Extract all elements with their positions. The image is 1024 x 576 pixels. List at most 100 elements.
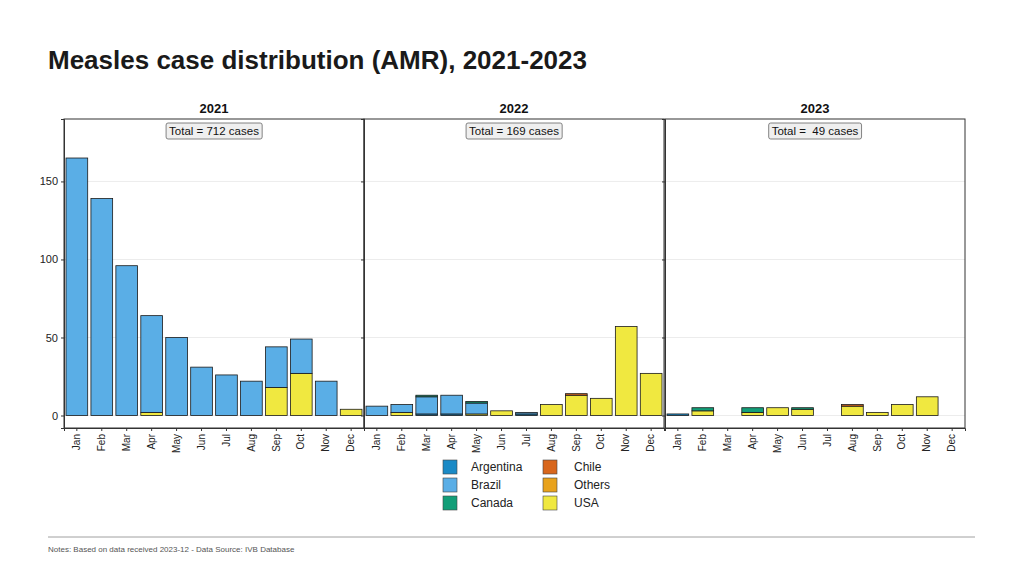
y-tick: 0: [52, 410, 64, 422]
legend-label: Argentina: [471, 460, 523, 474]
chart-title: Measles case distribution (AMR), 2021-20…: [48, 45, 587, 75]
bar-segment: [916, 396, 938, 397]
bar-segment: [891, 405, 913, 416]
y-tick: 100: [40, 253, 64, 265]
x-tick-mark: [251, 428, 252, 431]
legend-item: Canada: [443, 496, 513, 510]
bar-segment: [141, 315, 163, 316]
bar-segment: [792, 407, 814, 408]
x-tick-label: Sep: [571, 434, 582, 452]
bar-segment: [842, 404, 864, 405]
bar-segment: [466, 401, 488, 403]
y-tick: [662, 181, 665, 182]
bar-segment: [615, 327, 637, 416]
bar-segment: [516, 412, 538, 414]
y-tick: [662, 337, 665, 338]
bar-segment: [191, 367, 213, 368]
bar-segment: [91, 198, 113, 199]
y-tick: [361, 337, 364, 338]
bar-segment: [241, 381, 263, 382]
legend: ArgentinaBrazilCanadaChileOthersUSA: [443, 460, 610, 510]
panel-frame: [665, 119, 965, 428]
bar-segment: [767, 407, 789, 408]
legend-label: USA: [574, 496, 599, 510]
bar-segment: [516, 412, 538, 413]
panel-frame: [364, 119, 664, 428]
bar-segment: [241, 381, 263, 415]
y-tick-mark: [361, 181, 364, 182]
x-tick: Nov: [921, 428, 932, 452]
annotation: Total = 49 cases: [769, 123, 862, 139]
bar-segment: [767, 407, 789, 408]
x-tick: Dec: [345, 428, 356, 452]
y-tick-mark: [361, 259, 364, 260]
x-tick: Nov: [620, 428, 631, 452]
legend-label: Canada: [471, 496, 513, 510]
x-axis: JanFebMarAprMayJunJulAugSepOctNovDec: [65, 428, 365, 453]
bar-segment: [491, 410, 513, 411]
bar-segment: [667, 414, 689, 416]
bar-segment: [916, 396, 938, 397]
bar-segment: [91, 198, 113, 199]
legend-item: Brazil: [443, 478, 501, 492]
legend-item: Argentina: [443, 460, 523, 474]
bar-segment: [717, 415, 739, 416]
x-axis-line: [65, 429, 365, 432]
y-tick-label: 50: [46, 332, 58, 344]
x-tick: Sep: [872, 428, 883, 452]
x-tick-mark: [777, 428, 778, 431]
bar-segment: [166, 337, 188, 415]
bar-segment: [265, 346, 287, 347]
bar-segment: [717, 415, 739, 416]
bar-segment: [441, 395, 463, 396]
x-tick: Dec: [946, 428, 957, 452]
bar-segment: [416, 397, 438, 414]
bar-segment: [516, 412, 538, 413]
x-tick-mark: [476, 428, 477, 431]
x-tick-mark: [301, 428, 302, 431]
x-tick: Aug: [546, 428, 557, 452]
bar-segment: [191, 367, 213, 368]
x-tick: May: [471, 428, 482, 453]
legend-swatch: [443, 460, 457, 474]
bar-segment: [116, 265, 138, 266]
bar-segment: [916, 396, 938, 397]
y-axis-line: [361, 120, 365, 429]
bar-segment: [91, 198, 113, 199]
y-tick-mark: [61, 337, 64, 338]
bar-segment: [366, 406, 388, 407]
chart-root: Measles case distribution (AMR), 2021-20…: [0, 0, 1024, 576]
x-tick-label: Aug: [246, 434, 257, 452]
legend-swatch: [543, 496, 557, 510]
bar-segment: [66, 158, 88, 159]
bar-segment: [817, 415, 839, 416]
grid-line: [665, 259, 965, 260]
x-tick-mark: [426, 428, 427, 431]
x-tick-label: Jul: [221, 434, 232, 447]
bar-segment: [315, 381, 337, 382]
x-tick-mark: [276, 428, 277, 431]
grid-line: [665, 181, 965, 182]
x-tick: Feb: [697, 428, 708, 451]
x-axis: JanFebMarAprMayJunJulAugSepOctNovDec: [666, 428, 966, 453]
bar-segment: [767, 407, 789, 408]
grid-line: [364, 259, 664, 260]
x-tick-label: Dec: [345, 434, 356, 452]
y-tick: [361, 181, 364, 182]
bar-segment: [891, 404, 913, 405]
x-tick-label: Nov: [921, 434, 932, 452]
bar-segment: [590, 398, 612, 415]
bar-segment: [692, 407, 714, 408]
bar-segment: [842, 406, 864, 415]
x-tick-mark: [151, 428, 152, 431]
y-tick-label: 0: [52, 410, 58, 422]
bar-segment: [466, 403, 488, 414]
x-axis-line: [365, 429, 665, 432]
bar-segment: [941, 415, 963, 416]
bar-segment: [891, 404, 913, 405]
y-tick: [361, 416, 364, 417]
bar-segment: [391, 404, 413, 405]
bar-segment: [66, 158, 88, 159]
bar-segment: [541, 404, 563, 405]
legend-swatch: [543, 460, 557, 474]
